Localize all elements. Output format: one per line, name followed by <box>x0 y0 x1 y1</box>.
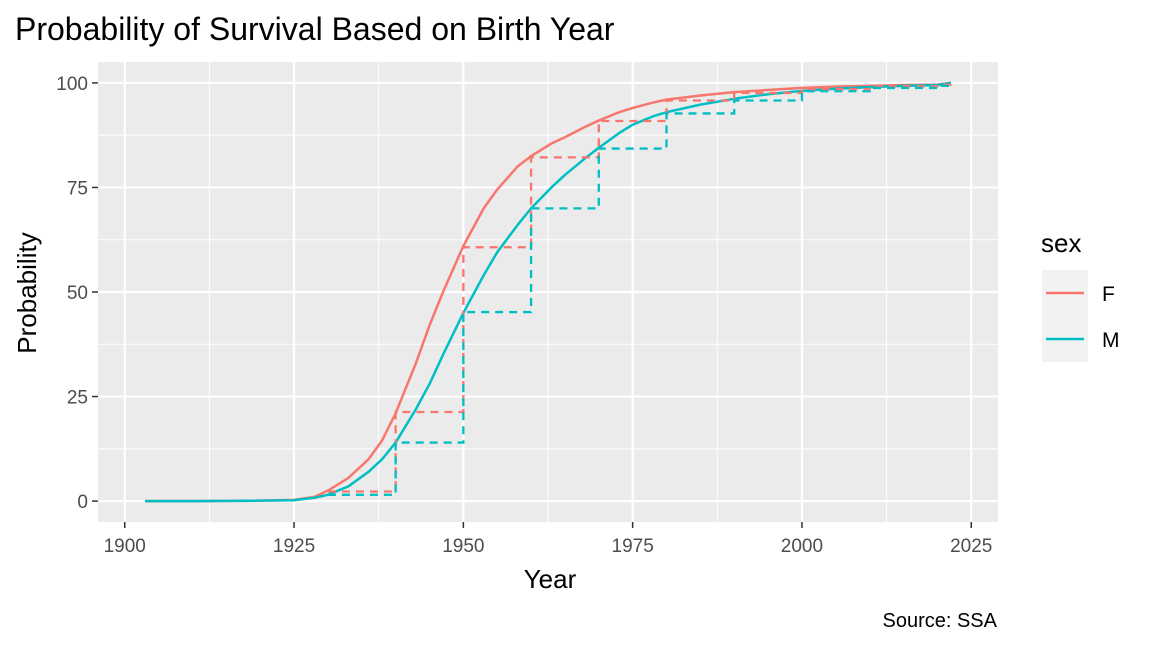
x-tick-label: 2000 <box>781 536 823 557</box>
x-tick-label: 1975 <box>612 536 654 557</box>
caption-source: Source: SSA <box>882 610 997 632</box>
x-tick-label: 2025 <box>950 536 992 557</box>
series-line-f <box>145 81 952 503</box>
series-layer <box>145 81 953 503</box>
x-axis: 1900 1925 1950 1975 2000 2025 <box>104 522 992 557</box>
series-line-m <box>145 81 952 503</box>
legend-label-f: F <box>1102 283 1115 306</box>
series-step-m <box>327 82 953 496</box>
x-axis-title: Year <box>524 564 577 594</box>
x-tick-label: 1900 <box>104 536 146 557</box>
y-axis-title: Probability <box>12 232 42 353</box>
y-tick-label: 25 <box>67 388 88 409</box>
y-tick-label: 50 <box>67 283 88 304</box>
legend-label-m: M <box>1102 329 1120 352</box>
legend: sex F M <box>1041 228 1120 362</box>
y-tick-label: 75 <box>67 178 88 199</box>
y-tick-label: 100 <box>56 74 88 95</box>
chart-title: Probability of Survival Based on Birth Y… <box>15 11 615 47</box>
y-axis: 0 25 50 75 100 <box>56 74 98 513</box>
x-tick-label: 1925 <box>273 536 315 557</box>
legend-title: sex <box>1041 228 1081 258</box>
y-tick-label: 0 <box>77 492 88 513</box>
x-tick-label: 1950 <box>442 536 484 557</box>
